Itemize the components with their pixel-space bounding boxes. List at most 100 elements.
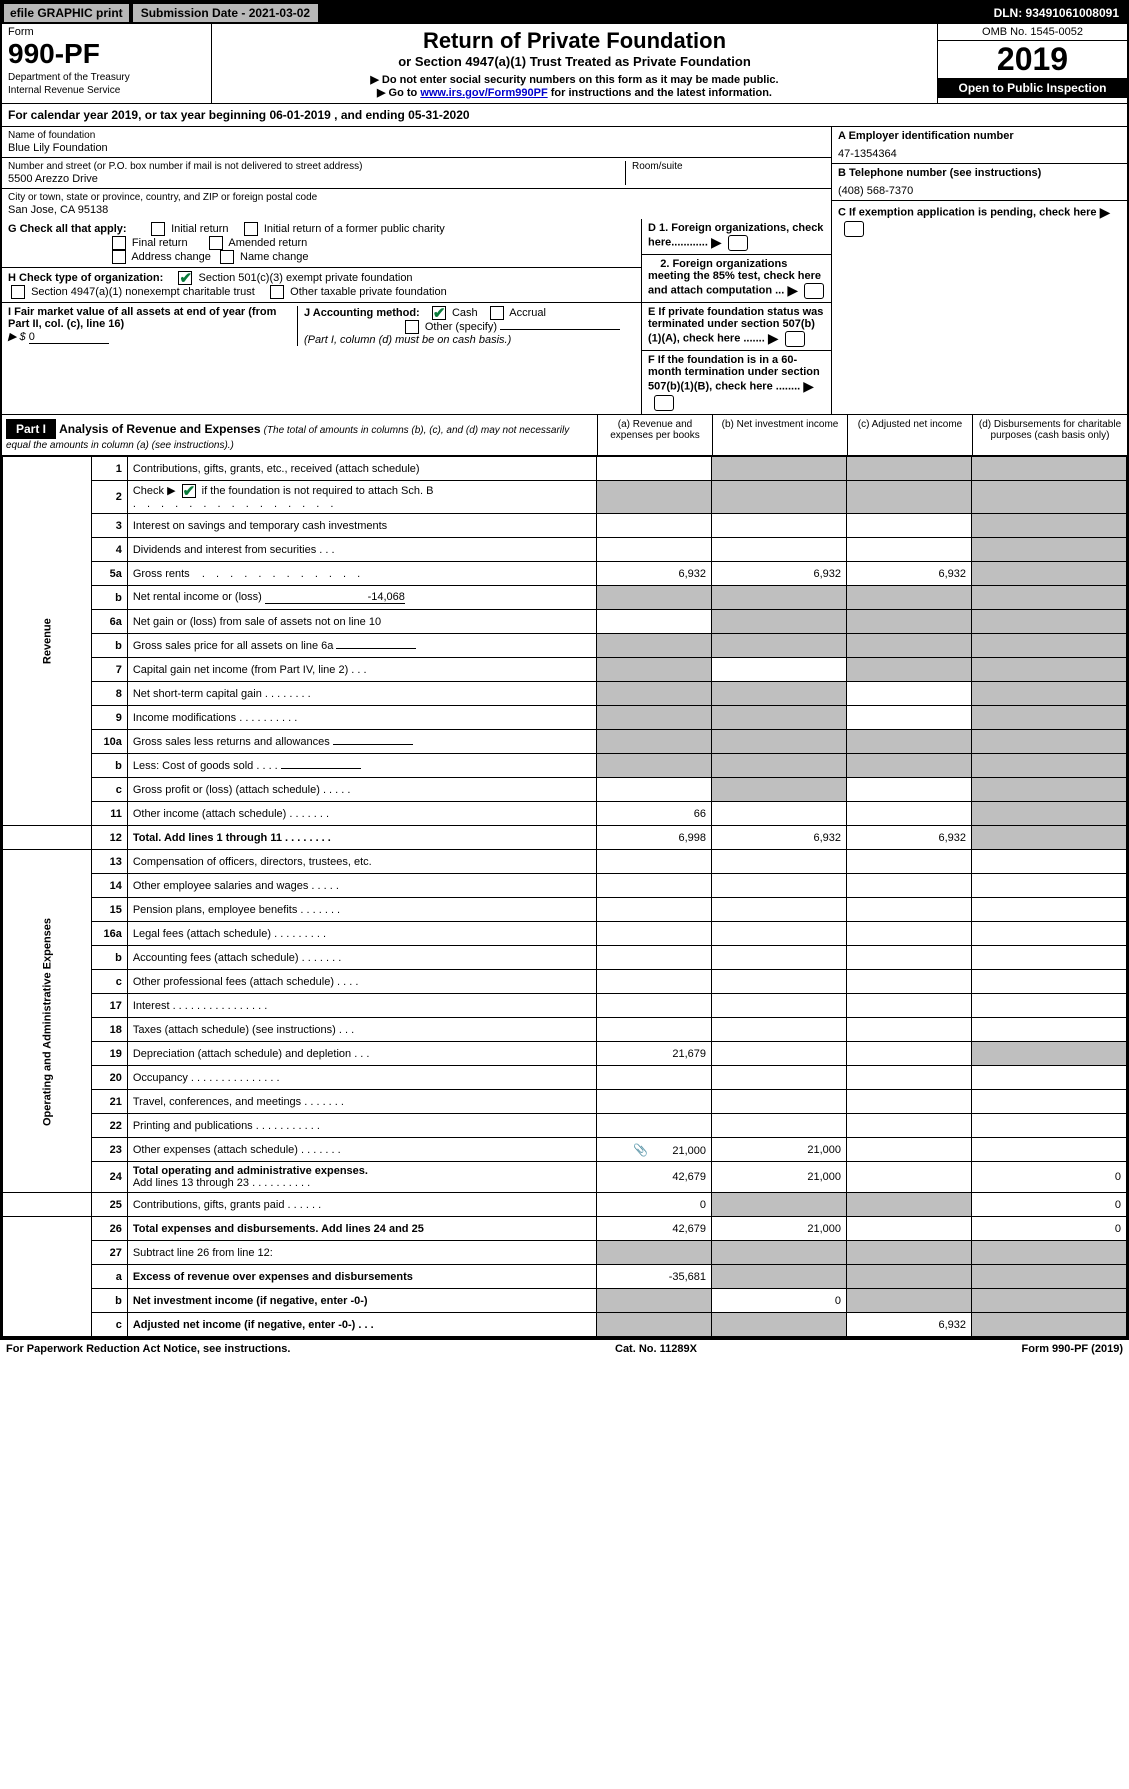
part1-table: Revenue 1Contributions, gifts, grants, e…: [2, 456, 1127, 1337]
4947-checkbox[interactable]: [11, 285, 25, 299]
cash-checkbox[interactable]: [432, 306, 446, 320]
part1-title: Analysis of Revenue and Expenses: [59, 422, 260, 436]
cell-value: 6,932: [847, 826, 972, 850]
table-row: 6aNet gain or (loss) from sale of assets…: [3, 610, 1127, 634]
initial-former-checkbox[interactable]: [244, 222, 258, 236]
e-row: E If private foundation status was termi…: [642, 303, 831, 351]
omb-number: OMB No. 1545-0052: [938, 24, 1127, 41]
name-change-checkbox[interactable]: [220, 250, 234, 264]
table-row: 3Interest on savings and temporary cash …: [3, 514, 1127, 538]
h-label: H Check type of organization:: [8, 272, 163, 284]
address-change-label: Address change: [131, 251, 211, 263]
line-desc: Subtract line 26 from line 12:: [127, 1241, 596, 1265]
amended-return-checkbox[interactable]: [209, 236, 223, 250]
line-desc: Travel, conferences, and meetings . . . …: [127, 1090, 596, 1114]
table-row: 11Other income (attach schedule) . . . .…: [3, 802, 1127, 826]
schb-checkbox[interactable]: [182, 484, 196, 498]
part1-header-row: Part I Analysis of Revenue and Expenses …: [2, 415, 1127, 456]
other-taxable-label: Other taxable private foundation: [290, 286, 447, 298]
table-row: 18Taxes (attach schedule) (see instructi…: [3, 1018, 1127, 1042]
cell-value: 6,932: [712, 826, 847, 850]
final-return-label: Final return: [132, 237, 188, 249]
line-desc: Contributions, gifts, grants paid . . . …: [127, 1193, 596, 1217]
cell-value: 21,000: [712, 1138, 847, 1162]
amended-return-label: Amended return: [228, 237, 307, 249]
cell-value: 66: [597, 802, 712, 826]
cell-value: 0: [972, 1193, 1127, 1217]
cell-value: 0: [597, 1193, 712, 1217]
line-num: 15: [91, 898, 127, 922]
line-desc: Printing and publications . . . . . . . …: [127, 1114, 596, 1138]
table-row: bNet rental income or (loss) -14,068: [3, 586, 1127, 610]
line-num: 22: [91, 1114, 127, 1138]
cell-value: 0: [712, 1289, 847, 1313]
submission-date: Submission Date - 2021-03-02: [133, 4, 318, 22]
address-change-checkbox[interactable]: [112, 250, 126, 264]
line-desc: Compensation of officers, directors, tru…: [127, 850, 596, 874]
501c3-checkbox[interactable]: [178, 271, 192, 285]
dept-treasury: Department of the Treasury: [8, 72, 205, 83]
e-checkbox[interactable]: [785, 331, 805, 347]
table-row: 9Income modifications . . . . . . . . . …: [3, 706, 1127, 730]
line-num: c: [91, 778, 127, 802]
line-desc: Dividends and interest from securities .…: [127, 538, 596, 562]
col-a-header: (a) Revenue and expenses per books: [597, 415, 712, 455]
dept-irs: Internal Revenue Service: [8, 85, 205, 96]
j-label: J Accounting method:: [304, 307, 420, 319]
dln-label: DLN: 93491061008091: [986, 4, 1127, 22]
cell-value: 0: [972, 1217, 1127, 1241]
instr-suffix: for instructions and the latest informat…: [548, 87, 772, 99]
col-b-header: (b) Net investment income: [712, 415, 847, 455]
line-num: b: [91, 634, 127, 658]
header-center: Return of Private Foundation or Section …: [212, 24, 937, 103]
accrual-checkbox[interactable]: [490, 306, 504, 320]
footer-left: For Paperwork Reduction Act Notice, see …: [6, 1343, 290, 1355]
j-note: (Part I, column (d) must be on cash basi…: [304, 334, 511, 346]
line-num: b: [91, 586, 127, 610]
c-checkbox[interactable]: [844, 221, 864, 237]
d1-checkbox[interactable]: [728, 235, 748, 251]
table-row: 8Net short-term capital gain . . . . . .…: [3, 682, 1127, 706]
line-desc: Excess of revenue over expenses and disb…: [127, 1265, 596, 1289]
i-label: I Fair market value of all assets at end…: [8, 306, 276, 330]
initial-return-checkbox[interactable]: [151, 222, 165, 236]
efile-print-button[interactable]: efile GRAPHIC print: [4, 4, 129, 22]
line-desc: Accounting fees (attach schedule) . . . …: [127, 946, 596, 970]
table-row: 20Occupancy . . . . . . . . . . . . . . …: [3, 1066, 1127, 1090]
cell-value: 6,932: [847, 1313, 972, 1337]
table-row: cAdjusted net income (if negative, enter…: [3, 1313, 1127, 1337]
line-num: 11: [91, 802, 127, 826]
table-row: 16aLegal fees (attach schedule) . . . . …: [3, 922, 1127, 946]
attachment-icon[interactable]: 📎: [633, 1143, 648, 1157]
final-return-checkbox[interactable]: [112, 236, 126, 250]
ein-block: A Employer identification number 47-1354…: [832, 127, 1127, 164]
line-num: 17: [91, 994, 127, 1018]
foundation-name: Blue Lily Foundation: [8, 142, 825, 154]
table-row: 10aGross sales less returns and allowanc…: [3, 730, 1127, 754]
line-num: b: [91, 754, 127, 778]
line-num: 19: [91, 1042, 127, 1066]
footer-center: Cat. No. 11289X: [615, 1343, 697, 1355]
line-desc: Other expenses (attach schedule) . . . .…: [127, 1138, 596, 1162]
table-row: 17Interest . . . . . . . . . . . . . . .…: [3, 994, 1127, 1018]
table-row: 19Depreciation (attach schedule) and dep…: [3, 1042, 1127, 1066]
name-block: Name of foundation Blue Lily Foundation: [2, 127, 831, 158]
instruction-1: ▶ Do not enter social security numbers o…: [216, 73, 933, 86]
line-num: b: [91, 1289, 127, 1313]
f-checkbox[interactable]: [654, 395, 674, 411]
table-row: Operating and Administrative Expenses 13…: [3, 850, 1127, 874]
line-desc: Other professional fees (attach schedule…: [127, 970, 596, 994]
line-num: 6a: [91, 610, 127, 634]
table-row: 26Total expenses and disbursements. Add …: [3, 1217, 1127, 1241]
other-specify-checkbox[interactable]: [405, 320, 419, 334]
d2-checkbox[interactable]: [804, 283, 824, 299]
cell-value: -35,681: [597, 1265, 712, 1289]
irs-link[interactable]: www.irs.gov/Form990PF: [420, 87, 547, 99]
line-num: 13: [91, 850, 127, 874]
table-row: aExcess of revenue over expenses and dis…: [3, 1265, 1127, 1289]
other-taxable-checkbox[interactable]: [270, 285, 284, 299]
city-value: San Jose, CA 95138: [8, 204, 825, 216]
line-num: 27: [91, 1241, 127, 1265]
open-to-public: Open to Public Inspection: [938, 78, 1127, 98]
501c3-label: Section 501(c)(3) exempt private foundat…: [199, 272, 413, 284]
